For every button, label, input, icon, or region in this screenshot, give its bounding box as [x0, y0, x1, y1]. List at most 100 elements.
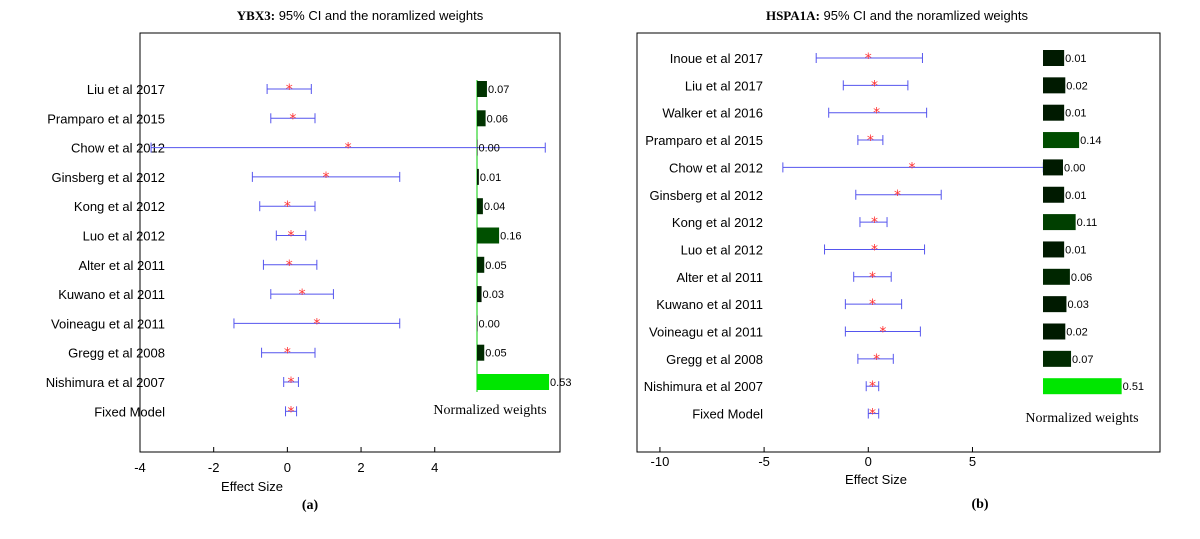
- weight-bar: [477, 168, 479, 185]
- weight-value: 0.53: [550, 377, 571, 389]
- panel-a-study-row: Kuwano et al 2011 * 0.03: [58, 286, 504, 303]
- weight-value: 0.11: [1077, 217, 1098, 229]
- panel-b-title: HSPA1A: 95% CI and the noramlized weight…: [766, 8, 1029, 23]
- panel-a-xlabel: Effect Size: [221, 479, 283, 494]
- panel-b-title-bold: HSPA1A:: [766, 8, 820, 23]
- estimate-marker: *: [313, 316, 320, 332]
- estimate-marker: *: [288, 229, 295, 245]
- weight-bar: [1043, 50, 1065, 66]
- panel-a-study-row: Kong et al 2012 * 0.04: [74, 198, 505, 215]
- panel-b-axes-box: [636, 32, 1161, 453]
- panel-a-xtick-label: 2: [357, 460, 364, 475]
- estimate-marker: *: [894, 188, 901, 204]
- panel-b-study-row: Chow et al 2012 * 0.00: [669, 159, 1085, 176]
- weight-bar: [477, 256, 485, 273]
- estimate-marker: *: [299, 287, 306, 303]
- panel-b-weights-label: Normalized weights: [1025, 411, 1138, 426]
- estimate-marker: *: [869, 297, 876, 313]
- panel-b-study-row: Pramparo et al 2015 * 0.14: [645, 132, 1102, 149]
- panel-a-weights-label: Normalized weights: [433, 403, 546, 418]
- weight-value: 0.14: [1080, 135, 1101, 147]
- panel-b-title-rest: 95% CI and the noramlized weights: [820, 8, 1029, 23]
- estimate-marker: *: [869, 270, 876, 286]
- study-label: Kong et al 2012: [74, 199, 165, 214]
- estimate-marker: *: [286, 82, 293, 98]
- estimate-marker: *: [288, 404, 295, 420]
- estimate-marker: *: [873, 106, 880, 122]
- weight-value: 0.01: [480, 172, 501, 184]
- weight-bar: [477, 315, 478, 332]
- panel-a-study-row: Liu et al 2017 * 0.07: [87, 81, 509, 98]
- study-label: Voineagu et al 2011: [649, 325, 763, 340]
- panel-a-study-row: Alter et al 2011 * 0.05: [79, 256, 507, 274]
- study-label: Chow et al 2012: [71, 141, 165, 156]
- weight-value: 0.07: [488, 84, 509, 96]
- weight-bar: [477, 198, 483, 215]
- study-label: Chow et al 2012: [669, 160, 763, 175]
- weight-bar: [1043, 350, 1072, 367]
- study-label: Fixed Model: [692, 407, 763, 422]
- estimate-marker: *: [289, 111, 296, 127]
- weight-value: 0.01: [1065, 108, 1086, 120]
- panel-a-study-row: Gregg et al 2008 * 0.05: [68, 344, 507, 362]
- study-label: Ginsberg et al 2012: [52, 170, 165, 185]
- estimate-marker: *: [288, 375, 295, 391]
- study-label: Luo et al 2012: [681, 242, 763, 257]
- weight-bar: [477, 139, 478, 156]
- study-label: Alter et al 2011: [79, 258, 165, 273]
- study-label: Alter et al 2011: [677, 270, 763, 285]
- panel-b-study-row: Walker et al 2016 * 0.01: [662, 104, 1087, 122]
- panel-a-study-row: Luo et al 2012 * 0.16: [83, 227, 522, 245]
- panel-a-panel-label: (a): [302, 498, 319, 513]
- weight-bar: [477, 286, 482, 303]
- estimate-marker: *: [284, 346, 291, 362]
- estimate-marker: *: [873, 352, 880, 368]
- weight-value: 0.03: [1067, 299, 1088, 311]
- weight-bar: [1043, 241, 1065, 258]
- weight-bar: [1043, 132, 1080, 149]
- weight-value: 0.00: [479, 318, 500, 330]
- weight-value: 0.51: [1123, 381, 1144, 393]
- panel-b-study-row: Ginsberg et al 2012 * 0.01: [650, 186, 1087, 204]
- study-label: Gregg et al 2008: [666, 352, 763, 367]
- estimate-marker: *: [879, 325, 886, 341]
- panel-b-xtick-label: -10: [651, 454, 670, 469]
- estimate-marker: *: [871, 78, 878, 94]
- weight-value: 0.05: [485, 260, 506, 272]
- estimate-marker: *: [286, 258, 293, 274]
- panel-a-study-row: Ginsberg et al 2012 * 0.01: [52, 168, 501, 186]
- panel-b-chart: HSPA1A: 95% CI and the noramlized weight…: [636, 8, 1161, 512]
- estimate-marker: *: [871, 242, 878, 258]
- panel-a-study-row: Chow et al 2012 * 0.00: [71, 139, 546, 157]
- panel-a-xtick-label: 0: [284, 460, 291, 475]
- estimate-marker: *: [323, 170, 330, 186]
- weight-value: 0.03: [483, 289, 504, 301]
- panel-b-study-row: Voineagu et al 2011 * 0.02: [649, 323, 1088, 341]
- panel-b-xtick-label: 5: [969, 454, 976, 469]
- study-label: Pramparo et al 2015: [47, 111, 165, 126]
- panel-a-study-row: Nishimura et al 2007 * 0.53: [46, 374, 571, 391]
- panel-b-study-row: Nishimura et al 2007 * 0.51: [644, 378, 1144, 395]
- study-label: Nishimura et al 2007: [644, 379, 763, 394]
- panel-a-axes-box: [139, 32, 561, 453]
- study-label: Nishimura et al 2007: [46, 375, 165, 390]
- study-label: Kong et al 2012: [672, 215, 763, 230]
- estimate-marker: *: [867, 133, 874, 149]
- study-label: Liu et al 2017: [87, 82, 165, 97]
- weight-value: 0.00: [1064, 162, 1085, 174]
- weight-value: 0.04: [484, 201, 505, 213]
- weight-value: 0.07: [1072, 354, 1093, 366]
- study-label: Voineagu et al 2011: [51, 316, 165, 331]
- panel-b-study-row: Gregg et al 2008 * 0.07: [666, 350, 1093, 368]
- weight-bar: [477, 110, 486, 127]
- weight-value: 0.00: [479, 143, 500, 155]
- estimate-marker: *: [345, 141, 352, 157]
- panel-b-study-row: Luo et al 2012 * 0.01: [681, 241, 1087, 258]
- weight-bar: [1043, 378, 1122, 395]
- panel-a-xtick-label: -2: [208, 460, 220, 475]
- panel-a-title-rest: 95% CI and the noramlized weights: [275, 8, 484, 23]
- panel-b-xtick-label: 0: [865, 454, 872, 469]
- study-label: Inoue et al 2017: [670, 51, 763, 66]
- weight-value: 0.01: [1065, 244, 1086, 256]
